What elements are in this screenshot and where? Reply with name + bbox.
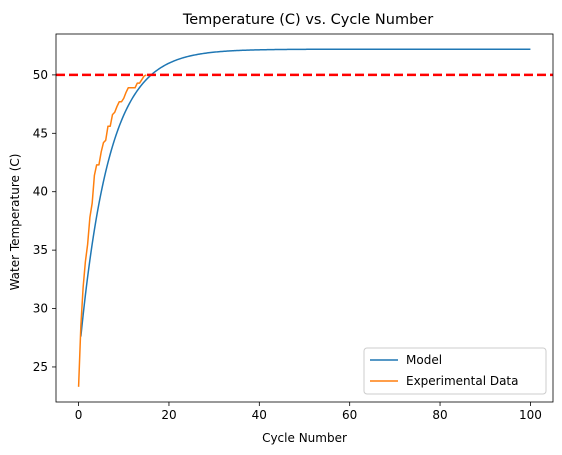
y-tick-label: 35 [33, 243, 48, 257]
legend-label: Experimental Data [406, 374, 519, 388]
y-tick-label: 45 [33, 126, 48, 140]
legend-box [363, 347, 547, 395]
axes-frame [55, 33, 554, 403]
y-tick-label: 50 [33, 68, 48, 82]
x-tick-label: 100 [519, 408, 542, 422]
plot-content [56, 48, 553, 387]
chart-title: Temperature (C) vs. Cycle Number [182, 12, 433, 28]
y-tick-label: 30 [33, 302, 48, 316]
series-line-model [80, 48, 531, 337]
x-axis-label: Cycle Number [262, 431, 347, 445]
legend: Model Experimental Data [363, 347, 547, 395]
x-tick-label: 80 [432, 408, 447, 422]
legend-label: Model [406, 353, 442, 367]
y-tick-label: 25 [33, 360, 48, 374]
x-tick-label: 0 [75, 408, 83, 422]
y-axis-label: Water Temperature (C) [8, 154, 22, 291]
axis-ticks: 0 20 40 60 80 100 25 30 35 40 45 50 [33, 68, 542, 422]
x-tick-label: 20 [161, 408, 176, 422]
x-tick-label: 60 [342, 408, 357, 422]
plot-area [55, 33, 554, 403]
y-tick-label: 40 [33, 185, 48, 199]
x-tick-label: 40 [252, 408, 267, 422]
series-line-experimental-data [77, 74, 147, 387]
